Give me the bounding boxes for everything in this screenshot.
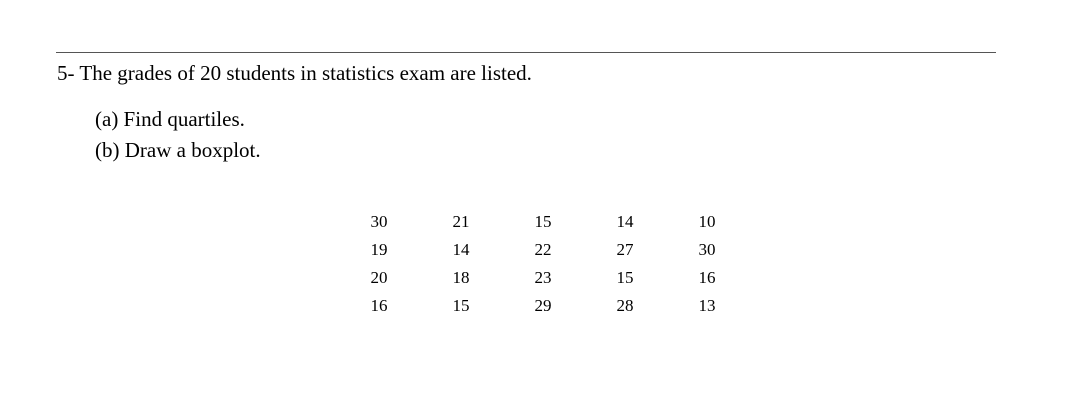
- grade-cell: 14: [452, 240, 470, 259]
- table-row: 19 14 22 27 30: [338, 236, 748, 264]
- grade-cell: 16: [370, 296, 388, 315]
- subpart-b: (b) Draw a boxplot.: [95, 138, 261, 162]
- grade-cell: 18: [452, 268, 470, 287]
- grade-cell: 28: [616, 296, 634, 315]
- grade-cell: 22: [534, 240, 552, 259]
- grade-cell: 20: [370, 268, 388, 287]
- grade-cell: 10: [698, 212, 716, 231]
- grade-cell: 30: [370, 212, 388, 231]
- grade-cell: 30: [698, 240, 716, 259]
- grade-cell: 19: [370, 240, 388, 259]
- grade-cell: 14: [616, 212, 634, 231]
- grade-cell: 13: [698, 296, 716, 315]
- problem-heading: 5- The grades of 20 students in statisti…: [57, 61, 532, 85]
- grade-cell: 16: [698, 268, 716, 287]
- grade-cell: 29: [534, 296, 552, 315]
- grade-cell: 21: [452, 212, 470, 231]
- grade-cell: 23: [534, 268, 552, 287]
- table-row: 20 18 23 15 16: [338, 264, 748, 292]
- table-row: 30 21 15 14 10: [338, 208, 748, 236]
- subpart-a: (a) Find quartiles.: [95, 107, 245, 131]
- grade-cell: 15: [534, 212, 552, 231]
- table-row: 16 15 29 28 13: [338, 292, 748, 320]
- section-divider: [56, 52, 996, 53]
- grade-cell: 15: [616, 268, 634, 287]
- grades-table: 30 21 15 14 10 19 14 22 27 30 20 18 23 1…: [338, 208, 748, 320]
- grade-cell: 27: [616, 240, 634, 259]
- grade-cell: 15: [452, 296, 470, 315]
